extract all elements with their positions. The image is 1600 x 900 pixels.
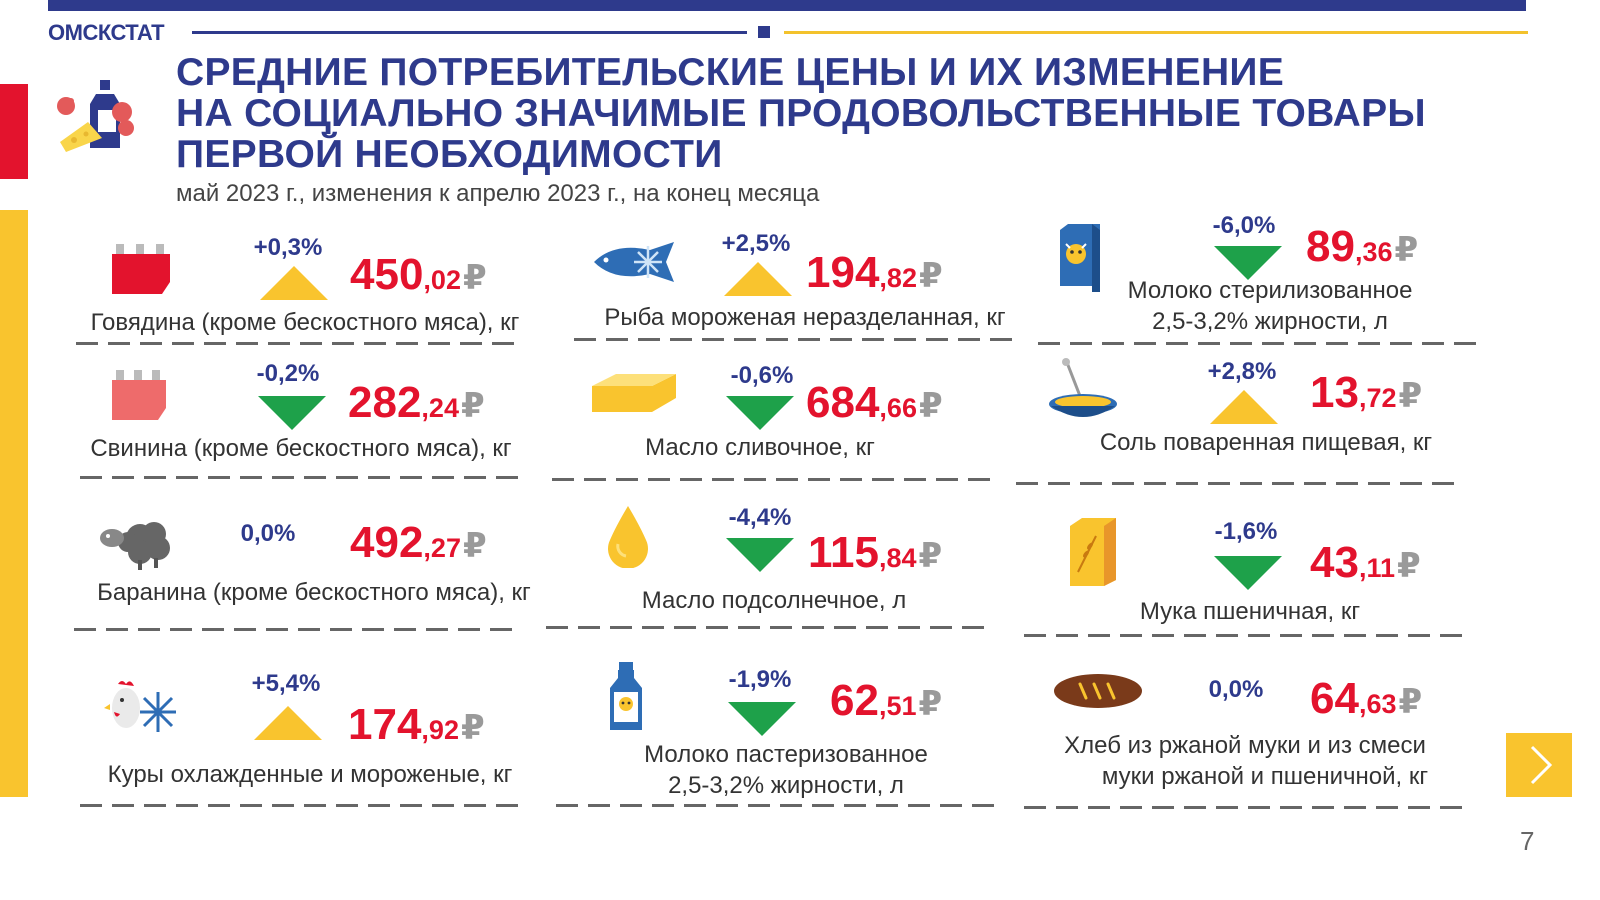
product-label: Соль поваренная пищевая, кг: [1099, 429, 1433, 456]
product-label: Рыба мороженая неразделанная, кг: [604, 304, 1006, 331]
row-divider: [1038, 342, 1478, 345]
product-label: Масло сливочное, кг: [645, 434, 875, 461]
decrease-arrow-icon: [728, 702, 796, 736]
price-change: 0,0%: [1208, 676, 1264, 703]
product-label: Масло подсолнечное, л: [641, 587, 907, 614]
oil-drop-icon: [608, 506, 648, 568]
page-title: СРЕДНИЕ ПОТРЕБИТЕЛЬСКИЕ ЦЕНЫ И ИХ ИЗМЕНЕ…: [176, 51, 1426, 176]
price-value: 62,51₽: [830, 676, 943, 725]
price-value: 174,92₽: [348, 700, 485, 749]
increase-arrow-icon: [724, 262, 792, 296]
row-divider: [1024, 634, 1464, 637]
flour-bag-icon: [1070, 518, 1116, 586]
groceries-icon: [57, 80, 134, 152]
milk-carton-icon: [1060, 224, 1100, 292]
header-divider-yellow: [784, 31, 1528, 34]
sheep-icon: [100, 522, 170, 570]
product-label: Говядина (кроме бескостного мяса), кг: [90, 309, 520, 336]
page-subtitle: май 2023 г., изменения к апрелю 2023 г.,…: [176, 180, 820, 207]
row-divider: [556, 804, 996, 807]
product-label: Молоко пастеризованное 2,5-3,2% жирности,…: [644, 741, 928, 799]
price-change: -1,6%: [1214, 518, 1278, 545]
row-divider: [574, 338, 1014, 341]
decrease-arrow-icon: [1214, 556, 1282, 590]
decrease-arrow-icon: [1214, 246, 1282, 280]
page-number: 7: [1520, 826, 1535, 856]
price-change: +0,3%: [253, 234, 323, 261]
chevron-right-icon: [1530, 745, 1553, 785]
product-label: Мука пшеничная, кг: [1139, 598, 1361, 625]
price-change: -0,2%: [256, 360, 320, 387]
row-divider: [74, 628, 514, 631]
decrease-arrow-icon: [258, 396, 326, 430]
beef-icon: [112, 244, 170, 294]
price-value: 43,11₽: [1310, 538, 1421, 587]
product-label: Баранина (кроме бескостного мяса), кг: [97, 579, 531, 606]
price-value: 194,82₽: [806, 248, 943, 297]
butter-icon: [592, 374, 676, 412]
row-divider: [1024, 806, 1464, 809]
brand-logo: ОМСКСТАТ: [48, 20, 165, 45]
rye-bread-icon: [1054, 674, 1142, 708]
price-value: 492,27₽: [350, 518, 487, 567]
product-label: Куры охлажденные и мороженые, кг: [107, 761, 513, 788]
frozen-fish-icon: [594, 242, 674, 282]
product-label: Свинина (кроме бескостного мяса), кг: [90, 435, 512, 462]
price-value: 684,66₽: [806, 378, 943, 427]
header-divider-square: [758, 26, 770, 38]
top-bar: [48, 0, 1526, 11]
price-value: 282,24₽: [348, 378, 485, 427]
price-value: 89,36₽: [1306, 222, 1419, 271]
decrease-arrow-icon: [726, 538, 794, 572]
price-value: 115,84₽: [808, 528, 943, 577]
increase-arrow-icon: [254, 706, 322, 740]
row-divider: [80, 804, 520, 807]
next-slide-button[interactable]: [1506, 733, 1572, 797]
side-stripe-red: [0, 84, 28, 179]
row-divider: [546, 626, 986, 629]
price-value: 13,72₽: [1310, 368, 1423, 417]
salt-bowl-icon: [1049, 358, 1117, 417]
product-label: Хлеб из ржаной муки и из смеси муки ржано…: [1064, 732, 1429, 790]
price-change: -0,6%: [730, 362, 794, 389]
row-divider: [1016, 482, 1456, 485]
chicken-icon: [104, 681, 176, 732]
price-value: 64,63₽: [1310, 674, 1423, 723]
price-value: 450,02₽: [350, 250, 487, 299]
increase-arrow-icon: [260, 266, 328, 300]
price-change: +5,4%: [251, 670, 321, 697]
price-change: 0,0%: [240, 520, 296, 547]
product-label: Молоко стерилизованное 2,5-3,2% жирности,…: [1127, 277, 1413, 335]
price-change: -6,0%: [1212, 212, 1276, 239]
milk-bottle-icon: [610, 662, 642, 730]
row-divider: [76, 342, 516, 345]
pork-icon: [112, 370, 166, 420]
price-change: -1,9%: [728, 666, 792, 693]
price-change: -4,4%: [728, 504, 792, 531]
price-change: +2,5%: [721, 230, 791, 257]
row-divider: [552, 478, 992, 481]
price-change: +2,8%: [1207, 358, 1277, 385]
decrease-arrow-icon: [726, 396, 794, 430]
row-divider: [80, 476, 520, 479]
side-stripe-yellow: [0, 210, 28, 797]
increase-arrow-icon: [1210, 390, 1278, 424]
header-divider-blue: [192, 31, 747, 34]
